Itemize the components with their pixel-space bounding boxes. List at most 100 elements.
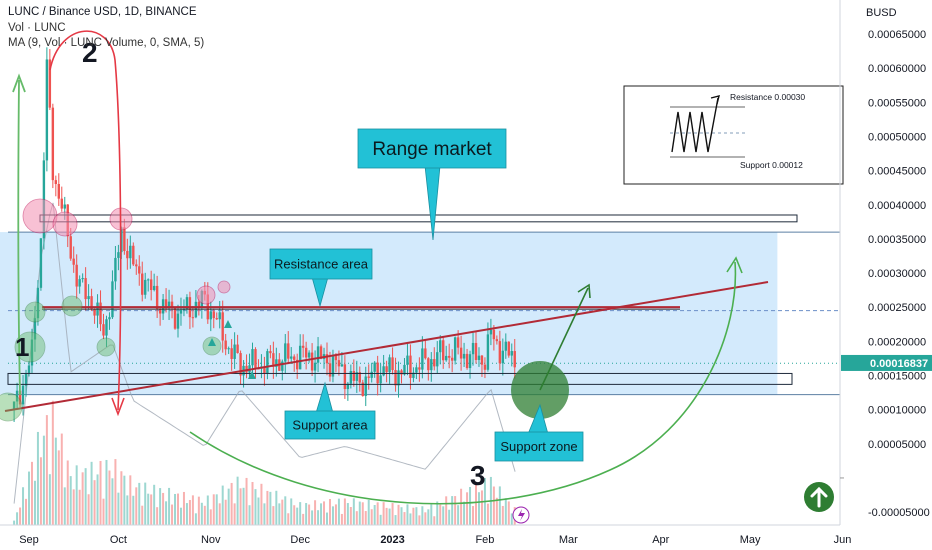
- symbol-legend[interactable]: LUNC / Binance USD, 1D, BINANCE: [8, 6, 197, 18]
- candle-body: [176, 313, 180, 329]
- volume-bar: [129, 475, 132, 525]
- candle-body: [421, 348, 424, 370]
- candle-body: [400, 370, 403, 375]
- volume-bar: [251, 482, 254, 525]
- volume-bar: [305, 503, 308, 525]
- wave3-curve: [189, 261, 737, 505]
- candle-body: [418, 367, 421, 370]
- volume-bar: [16, 512, 19, 525]
- candle-body: [221, 312, 224, 341]
- candle-body: [72, 258, 75, 265]
- volume-bar: [203, 505, 206, 525]
- up-arrow-icon[interactable]: [804, 482, 834, 512]
- candle-body: [114, 257, 117, 282]
- candle-body: [144, 279, 147, 295]
- volume-bar: [290, 498, 293, 525]
- ma-legend[interactable]: MA (9, Vol · LUNC Volume, 0, SMA, 5): [8, 37, 205, 49]
- volume-bar: [400, 507, 403, 525]
- candle-body: [319, 346, 323, 359]
- volume-bar: [364, 511, 367, 525]
- lightning-icon[interactable]: [512, 506, 530, 524]
- y-tick-label: 0.00030000: [868, 268, 926, 280]
- volume-bar: [248, 505, 251, 525]
- candle-body: [340, 364, 344, 367]
- candle-body: [379, 375, 382, 384]
- volume-bar: [406, 504, 409, 525]
- candle-body: [227, 348, 230, 350]
- high-marker-circle: [217, 280, 231, 294]
- candle-body: [78, 279, 81, 287]
- volume-bar: [388, 508, 391, 525]
- candle-body: [486, 334, 490, 370]
- volume-bar: [117, 492, 120, 525]
- candle-body: [495, 339, 499, 342]
- candle-body: [328, 363, 332, 377]
- volume-legend[interactable]: Vol · LUNC: [8, 22, 66, 34]
- volume-bar: [177, 493, 179, 525]
- candle-body: [191, 317, 195, 319]
- volume-bar: [287, 513, 290, 525]
- volume-bar: [36, 431, 39, 525]
- candle-body: [272, 353, 275, 367]
- volume-bar: [337, 498, 340, 525]
- y-tick-label: 0.00020000: [868, 336, 926, 348]
- volume-bar: [355, 511, 358, 525]
- rising-trendline: [4, 281, 769, 412]
- y-tick-label: 0.00050000: [868, 131, 926, 143]
- volume-bar: [69, 476, 72, 525]
- volume-bar: [45, 415, 48, 525]
- candle-body: [63, 204, 66, 209]
- volume-bar: [284, 496, 287, 525]
- volume-bar: [492, 486, 495, 525]
- candle-body: [15, 390, 19, 402]
- candle-body: [287, 343, 290, 359]
- volume-bar: [403, 512, 406, 525]
- inset-zigzag: [671, 97, 719, 153]
- candle-body: [331, 355, 335, 377]
- candle-body: [263, 366, 266, 374]
- volume-bar: [382, 502, 385, 525]
- volume-bar: [84, 468, 87, 525]
- range-market-callout-box: [357, 128, 507, 169]
- candle-body: [325, 354, 329, 364]
- inset-arrow-head: [710, 95, 720, 105]
- volume-bar: [266, 490, 269, 525]
- candle-body: [301, 345, 305, 348]
- current-price-label: 0.00016837: [870, 358, 928, 370]
- x-tick-label: Feb: [475, 534, 494, 546]
- volume-bar: [197, 496, 200, 525]
- volume-bar: [451, 496, 454, 525]
- volume-bar: [171, 504, 174, 525]
- volume-bar: [314, 500, 317, 525]
- candle-body: [307, 352, 311, 358]
- volume-bar: [409, 513, 412, 525]
- candle-body: [158, 309, 162, 314]
- x-tick-label: Oct: [110, 534, 127, 546]
- volume-bar: [361, 502, 364, 525]
- signal-triangle: [224, 320, 232, 328]
- candle-body: [60, 198, 63, 209]
- candle-body: [415, 367, 418, 373]
- support-zone-callout-box: [494, 431, 584, 462]
- volume-bar: [227, 488, 230, 525]
- candle-body: [254, 349, 257, 369]
- candle-body: [334, 355, 338, 361]
- candle-body: [370, 371, 373, 378]
- volume-bar: [153, 484, 156, 525]
- volume-ma-line: [13, 202, 516, 504]
- volume-bar: [373, 505, 376, 525]
- candle-body: [459, 347, 463, 359]
- volume-bar: [48, 474, 51, 525]
- candle-body: [51, 107, 55, 181]
- volume-bar: [81, 472, 84, 525]
- volume-bar: [418, 515, 421, 525]
- candle-body: [284, 343, 287, 362]
- candle-body: [316, 346, 320, 363]
- volume-bar: [51, 400, 54, 525]
- volume-bar: [141, 505, 144, 525]
- volume-bar: [245, 477, 248, 525]
- support-area-callout-text: Support area: [292, 418, 368, 433]
- candle-body: [212, 311, 215, 319]
